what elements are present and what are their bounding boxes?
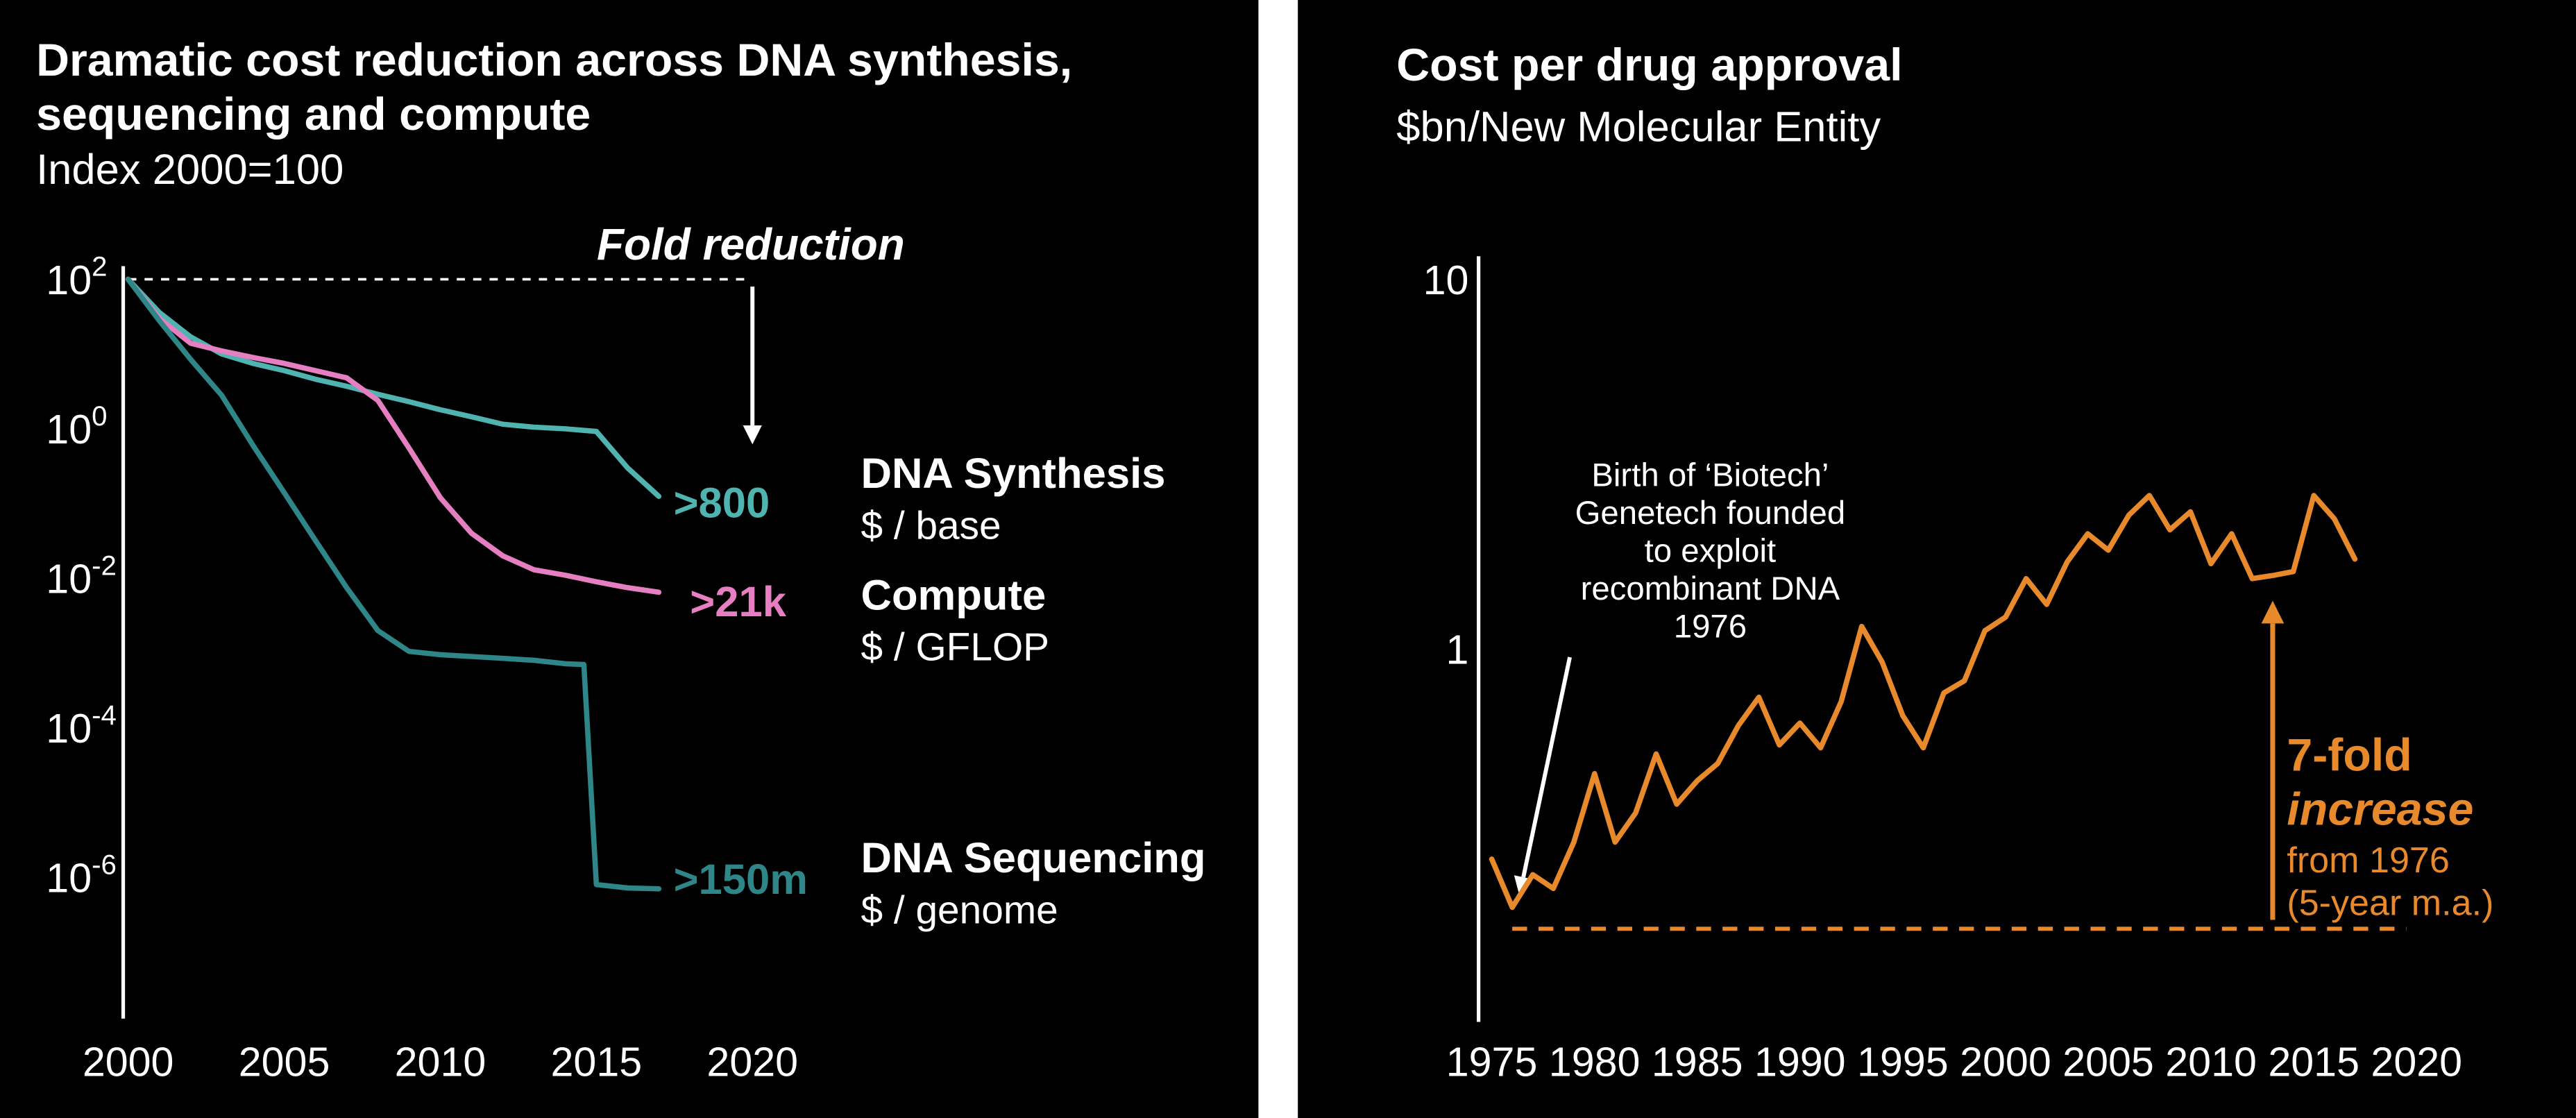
svg-text:10-2: 10-2 xyxy=(46,550,117,602)
left-chart-title: Dramatic cost reduction across DNA synth… xyxy=(36,33,1072,141)
svg-text:2005: 2005 xyxy=(2062,1039,2154,1085)
svg-text:2020: 2020 xyxy=(706,1039,798,1085)
fold-reduction-label: Fold reduction xyxy=(596,220,905,270)
svg-text:2000: 2000 xyxy=(1960,1039,2051,1085)
biotech-annotation-line3: to exploit xyxy=(1644,534,1777,570)
svg-text:2015: 2015 xyxy=(2268,1039,2359,1085)
fold-value-dna-synthesis: >800 xyxy=(673,477,770,527)
right-panel: 1975 1980 1985 1990 1995 2000 2005 2010 2015 2020… xyxy=(1298,0,2576,1118)
fold-value-compute: >21k xyxy=(690,576,786,626)
biotech-annotation-line1: Birth of ‘Biotech’ xyxy=(1591,458,1829,495)
right-chart-title: Cost per drug approval xyxy=(1396,39,1903,91)
svg-text:1990: 1990 xyxy=(1754,1039,1846,1085)
legend-compute: Compute xyxy=(861,570,1046,620)
legend-dna-synthesis: DNA Synthesis xyxy=(861,448,1166,498)
biotech-annotation-line4: recombinant DNA xyxy=(1580,571,1840,608)
svg-text:2010: 2010 xyxy=(395,1039,486,1085)
left-panel: 2000 2005 2010 2015 2020 102 100 10-2 10-4 10-6 D… xyxy=(0,0,1259,1118)
left-chart-title-line1: Dramatic cost reduction across DNA synth… xyxy=(36,34,1073,86)
svg-text:1975: 1975 xyxy=(1446,1039,1538,1085)
svg-text:1985: 1985 xyxy=(1652,1039,1743,1085)
cost-reduction-line-chart: 2000 2005 2010 2015 2020 102 100 10-2 10-4 10-6 xyxy=(46,251,798,1085)
fold-value-dna-sequencing: >150m xyxy=(673,854,808,904)
increase-label-increase: increase xyxy=(2287,784,2474,835)
legend-dna-sequencing: DNA Sequencing xyxy=(861,833,1206,883)
left-chart-subtitle: Index 2000=100 xyxy=(36,144,344,194)
biotech-annotation: Birth of ‘Biotech’ Genetech founded to e… xyxy=(1530,458,1891,647)
svg-text:2005: 2005 xyxy=(239,1039,330,1085)
svg-text:1: 1 xyxy=(1446,626,1468,672)
biotech-annotation-line5: 1976 xyxy=(1673,609,1747,646)
svg-text:100: 100 xyxy=(46,400,107,452)
svg-text:1995: 1995 xyxy=(1857,1039,1949,1085)
legend-compute-unit: $ / GFLOP xyxy=(861,625,1050,670)
svg-text:10-6: 10-6 xyxy=(46,849,117,901)
svg-text:2015: 2015 xyxy=(551,1039,643,1085)
svg-text:102: 102 xyxy=(46,251,107,303)
increase-label-ma: (5-year m.a.) xyxy=(2287,882,2494,924)
left-chart-title-line2: sequencing and compute xyxy=(36,88,591,140)
svg-text:1980: 1980 xyxy=(1549,1039,1641,1085)
increase-label-from1976: from 1976 xyxy=(2287,839,2450,881)
svg-text:2000: 2000 xyxy=(83,1039,174,1085)
increase-label-7fold: 7-fold xyxy=(2287,729,2412,781)
legend-dna-sequencing-unit: $ / genome xyxy=(861,888,1058,933)
svg-text:2020: 2020 xyxy=(2371,1039,2462,1085)
drug-approval-cost-line-chart: 1975 1980 1985 1990 1995 2000 2005 2010 2015 2020… xyxy=(1423,256,2462,1085)
svg-text:10: 10 xyxy=(1423,257,1469,303)
legend-dna-synthesis-unit: $ / base xyxy=(861,504,1001,549)
svg-text:10-4: 10-4 xyxy=(46,700,117,752)
svg-text:2010: 2010 xyxy=(2165,1039,2257,1085)
right-chart-subtitle: $bn/New Molecular Entity xyxy=(1396,101,1881,151)
biotech-annotation-line2: Genetech founded xyxy=(1575,496,1846,533)
